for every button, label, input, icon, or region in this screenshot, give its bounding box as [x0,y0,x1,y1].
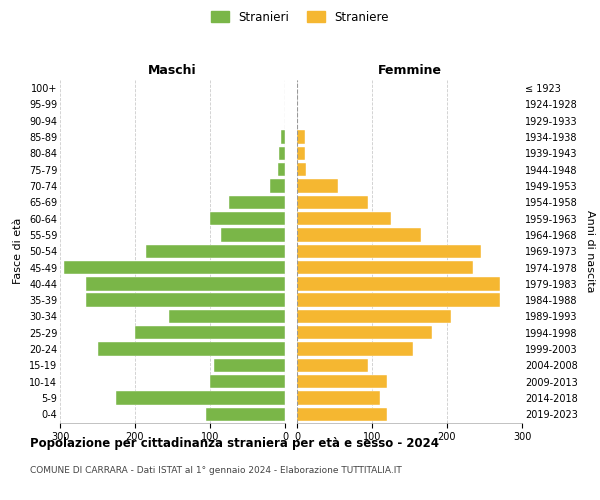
Bar [297,130,305,144]
Title: Femmine: Femmine [377,64,442,78]
Bar [270,180,285,192]
Bar [116,392,285,404]
Bar [297,408,387,421]
Bar [135,326,285,340]
Bar [97,342,285,356]
Bar [214,358,285,372]
Bar [297,146,305,160]
Bar [297,261,473,274]
Bar [210,375,285,388]
Bar [86,294,285,307]
Y-axis label: Fasce di età: Fasce di età [13,218,23,284]
Bar [297,310,451,323]
Bar [281,130,285,144]
Text: Popolazione per cittadinanza straniera per età e sesso - 2024: Popolazione per cittadinanza straniera p… [30,438,439,450]
Bar [146,244,285,258]
Bar [210,212,285,226]
Bar [277,163,285,176]
Bar [229,196,285,209]
Bar [297,358,368,372]
Bar [297,244,481,258]
Bar [297,294,499,307]
Bar [64,261,285,274]
Bar [297,212,391,226]
Bar [206,408,285,421]
Bar [297,277,499,290]
Bar [297,342,413,356]
Bar [297,196,368,209]
Bar [297,326,432,340]
Bar [221,228,285,241]
Legend: Stranieri, Straniere: Stranieri, Straniere [206,6,394,28]
Bar [86,277,285,290]
Bar [297,375,387,388]
Text: COMUNE DI CARRARA - Dati ISTAT al 1° gennaio 2024 - Elaborazione TUTTITALIA.IT: COMUNE DI CARRARA - Dati ISTAT al 1° gen… [30,466,402,475]
Title: Maschi: Maschi [148,64,197,78]
Bar [297,392,380,404]
Bar [297,163,306,176]
Bar [279,146,285,160]
Bar [169,310,285,323]
Y-axis label: Anni di nascita: Anni di nascita [584,210,595,292]
Bar [297,228,421,241]
Bar [297,180,338,192]
